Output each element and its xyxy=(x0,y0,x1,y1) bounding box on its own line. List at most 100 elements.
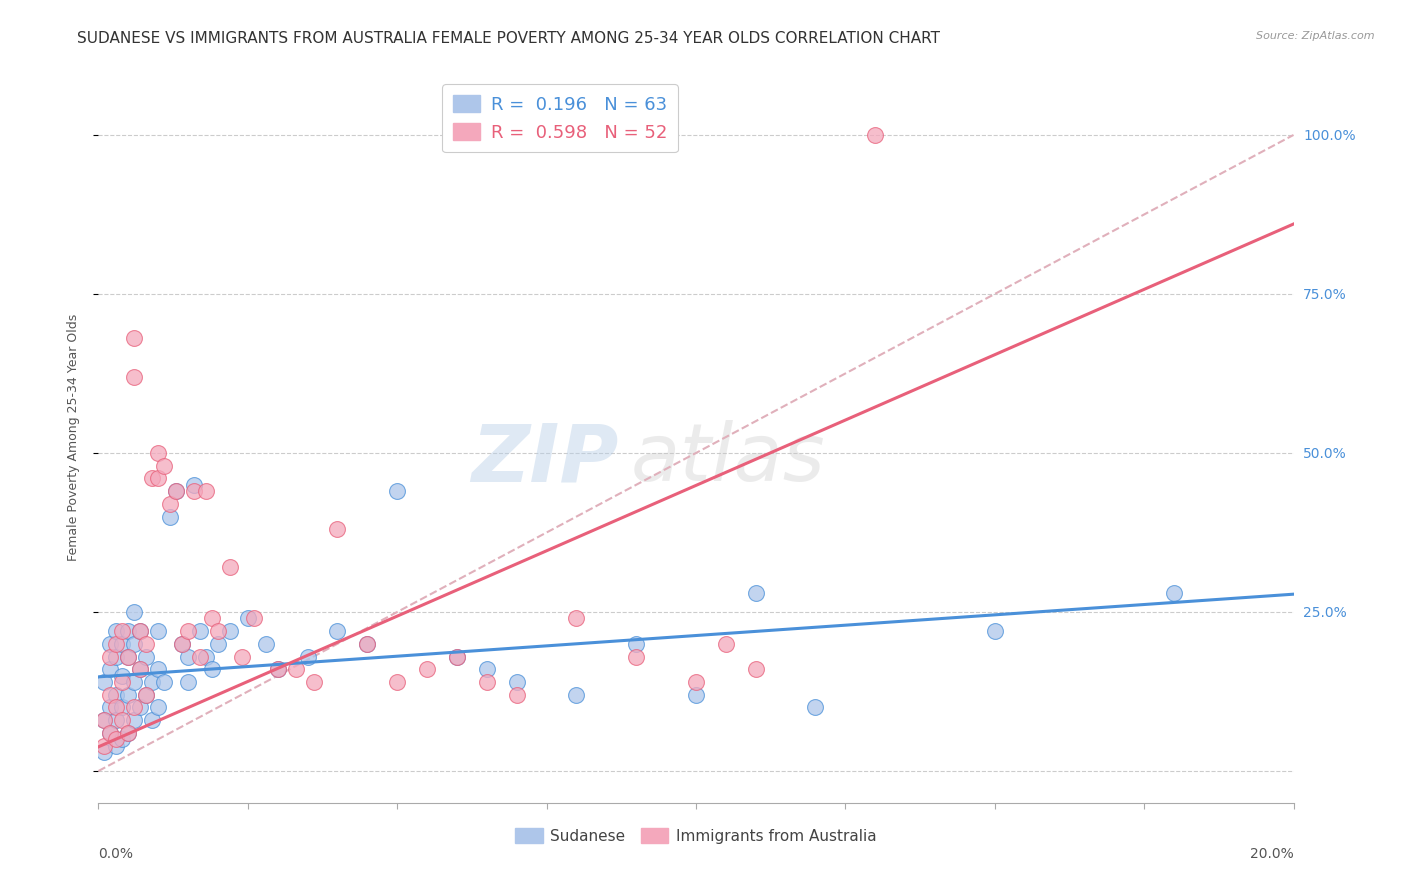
Text: SUDANESE VS IMMIGRANTS FROM AUSTRALIA FEMALE POVERTY AMONG 25-34 YEAR OLDS CORRE: SUDANESE VS IMMIGRANTS FROM AUSTRALIA FE… xyxy=(77,31,941,46)
Point xyxy=(117,688,139,702)
Point xyxy=(1163,586,1185,600)
Point xyxy=(385,675,409,690)
Point xyxy=(141,471,163,485)
Text: 20.0%: 20.0% xyxy=(1250,847,1294,861)
Point xyxy=(98,726,122,740)
Point xyxy=(159,509,181,524)
Point xyxy=(267,662,290,676)
Point xyxy=(153,675,176,690)
Point xyxy=(135,637,157,651)
Point xyxy=(111,732,134,747)
Point xyxy=(124,675,146,690)
Point xyxy=(231,649,253,664)
Point xyxy=(105,700,128,714)
Point xyxy=(475,675,498,690)
Point xyxy=(111,637,134,651)
Point xyxy=(177,675,200,690)
Point xyxy=(153,458,176,473)
Point xyxy=(207,624,229,638)
Point xyxy=(172,637,194,651)
Point xyxy=(98,726,122,740)
Point xyxy=(117,726,139,740)
Point xyxy=(141,675,163,690)
Point xyxy=(135,688,157,702)
Point xyxy=(98,649,122,664)
Point xyxy=(475,662,498,676)
Point xyxy=(326,624,349,638)
Point xyxy=(201,611,224,625)
Point xyxy=(254,637,277,651)
Point xyxy=(105,688,128,702)
Point xyxy=(141,713,163,727)
Point xyxy=(111,675,134,690)
Point xyxy=(219,624,242,638)
Point xyxy=(148,700,170,714)
Point xyxy=(207,637,229,651)
Point xyxy=(284,662,307,676)
Point xyxy=(135,688,157,702)
Point xyxy=(165,484,187,499)
Point xyxy=(326,522,349,536)
Point xyxy=(201,662,224,676)
Point xyxy=(745,662,768,676)
Point xyxy=(98,637,122,651)
Point xyxy=(165,484,187,499)
Point xyxy=(111,713,134,727)
Point xyxy=(177,649,200,664)
Point xyxy=(117,624,139,638)
Point xyxy=(105,739,128,753)
Point xyxy=(685,688,707,702)
Point xyxy=(446,649,468,664)
Legend: Sudanese, Immigrants from Australia: Sudanese, Immigrants from Australia xyxy=(509,822,883,850)
Point xyxy=(98,662,122,676)
Point xyxy=(506,688,529,702)
Point xyxy=(129,662,152,676)
Point xyxy=(416,662,439,676)
Point xyxy=(93,713,115,727)
Point xyxy=(93,713,115,727)
Point xyxy=(626,637,648,651)
Point xyxy=(148,624,170,638)
Point xyxy=(105,624,128,638)
Point xyxy=(446,649,468,664)
Point xyxy=(111,624,134,638)
Point xyxy=(188,649,211,664)
Point xyxy=(124,331,146,345)
Point xyxy=(243,611,266,625)
Point xyxy=(117,726,139,740)
Point xyxy=(129,662,152,676)
Point xyxy=(98,700,122,714)
Point xyxy=(565,688,588,702)
Point xyxy=(98,688,122,702)
Point xyxy=(117,649,139,664)
Point xyxy=(267,662,290,676)
Point xyxy=(745,586,768,600)
Text: Source: ZipAtlas.com: Source: ZipAtlas.com xyxy=(1257,31,1375,41)
Point xyxy=(506,675,529,690)
Point xyxy=(148,471,170,485)
Point xyxy=(685,675,707,690)
Point xyxy=(129,624,152,638)
Point xyxy=(117,649,139,664)
Point xyxy=(865,128,887,142)
Point xyxy=(188,624,211,638)
Point xyxy=(385,484,409,499)
Point xyxy=(129,624,152,638)
Point xyxy=(159,497,181,511)
Point xyxy=(183,484,205,499)
Point xyxy=(129,700,152,714)
Point xyxy=(302,675,325,690)
Point xyxy=(124,605,146,619)
Point xyxy=(124,637,146,651)
Point xyxy=(177,624,200,638)
Point xyxy=(984,624,1007,638)
Point xyxy=(183,477,205,491)
Text: atlas: atlas xyxy=(630,420,825,498)
Point xyxy=(148,662,170,676)
Point xyxy=(297,649,319,664)
Point xyxy=(219,560,242,574)
Point xyxy=(195,649,218,664)
Point xyxy=(626,649,648,664)
Point xyxy=(356,637,378,651)
Point xyxy=(93,745,115,759)
